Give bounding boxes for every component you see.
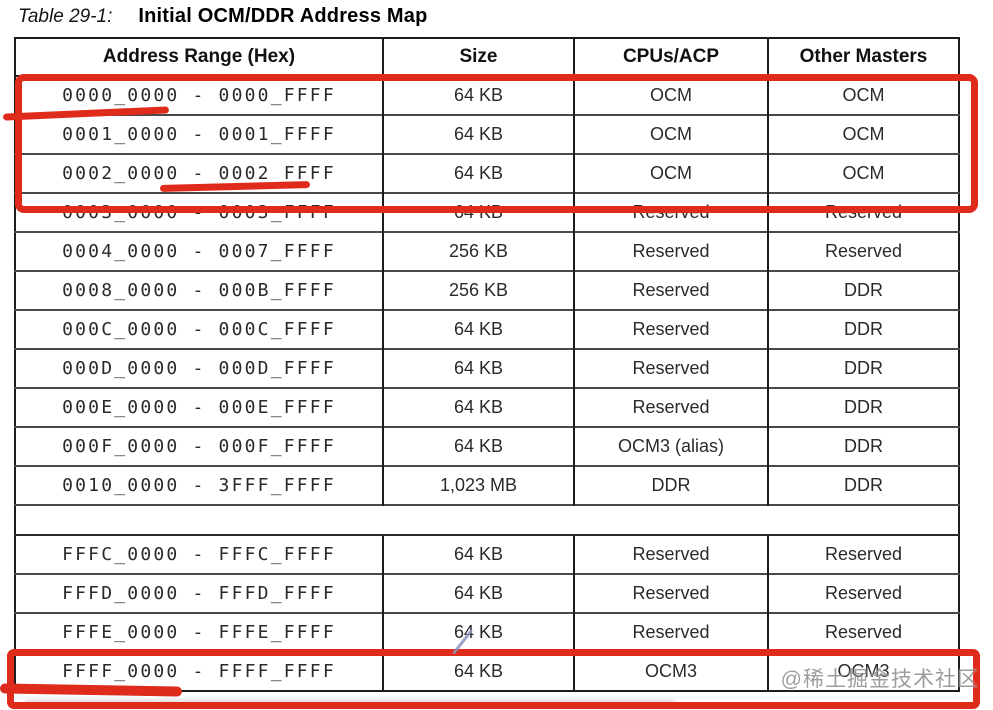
cell-size: 1,023 MB [382,465,574,505]
cell-size: 64 KB [382,612,574,652]
cell-size: 64 KB [382,426,574,466]
cell-address-range: 0000_0000 - 0000_FFFF [15,75,383,115]
cell-cpus-acp: OCM [573,153,768,193]
cell-size: 64 KB [382,534,574,574]
cell-size: 64 KB [382,153,574,193]
cell-other-masters: DDR [767,270,959,310]
cell-cpus-acp: Reserved [573,270,768,310]
table-row: 000E_0000 - 000E_FFFF 64 KB Reserved DDR [15,387,959,427]
table-body: 0000_0000 - 0000_FFFF 64 KB OCM OCM 0001_000… [15,75,959,691]
header-address-range: Address Range (Hex) [15,38,383,77]
cell-other-masters: DDR [767,426,959,466]
table-caption-title: Initial OCM/DDR Address Map [138,5,428,27]
cell-size: 64 KB [382,573,574,613]
cell-cpus-acp: Reserved [573,387,768,427]
cell-cpus-acp: Reserved [573,348,768,388]
cell-address-range: 0001_0000 - 0001_FFFF [15,114,383,154]
cell-size: 64 KB [382,75,574,115]
table-caption-number: Table 29-1: [18,6,113,27]
cell-address-range: 000F_0000 - 000F_FFFF [15,426,383,466]
cell-other-masters: DDR [767,387,959,427]
table-gap-row [15,504,959,536]
cell-address-range: 0008_0000 - 000B_FFFF [15,270,383,310]
cell-size: 64 KB [382,348,574,388]
cell-cpus-acp: DDR [573,465,768,505]
cell-address-range: 000D_0000 - 000D_FFFF [15,348,383,388]
cell-cpus-acp: Reserved [573,309,768,349]
cell-address-range: FFFC_0000 - FFFC_FFFF [15,534,383,574]
cell-address-range: FFFF_0000 - FFFF_FFFF [15,651,383,691]
cell-other-masters: OCM3 [767,651,959,691]
cell-other-masters: OCM [767,75,959,115]
cell-size: 64 KB [382,651,574,691]
cell-address-range: 0004_0000 - 0007_FFFF [15,231,383,271]
table-row: 0004_0000 - 0007_FFFF 256 KB Reserved Reser… [15,231,959,271]
cell-address-range: 000C_0000 - 000C_FFFF [15,309,383,349]
blurred-border-ghost [25,700,675,704]
cell-cpus-acp: Reserved [573,612,768,652]
cell-address-range: 0010_0000 - 3FFF_FFFF [15,465,383,505]
cell-size: 64 KB [382,192,574,232]
cell-other-masters: DDR [767,348,959,388]
table-row: FFFD_0000 - FFFD_FFFF 64 KB Reserved Reserv… [15,573,959,613]
table-row: 0000_0000 - 0000_FFFF 64 KB OCM OCM [15,75,959,115]
header-cpus-acp: CPUs/ACP [573,38,768,77]
cell-address-range: FFFE_0000 - FFFE_FFFF [15,612,383,652]
cell-other-masters: Reserved [767,612,959,652]
cell-address-range: 0002_0000 - 0002_FFFF [15,153,383,193]
header-row: Address Range (Hex) Size CPUs/ACP Other … [15,38,959,77]
table-row: 000D_0000 - 000D_FFFF 64 KB Reserved DDR [15,348,959,388]
cell-cpus-acp: OCM3 (alias) [573,426,768,466]
cell-size: 256 KB [382,231,574,271]
cell-other-masters: DDR [767,309,959,349]
cell-address-range: FFFD_0000 - FFFD_FFFF [15,573,383,613]
watermark: @稀土掘金技术社区 [780,668,979,691]
table-row: 000C_0000 - 000C_FFFF 64 KB Reserved DDR [15,309,959,349]
cell-size: 64 KB [382,114,574,154]
cell-address-range: 000E_0000 - 000E_FFFF [15,387,383,427]
address-map-table: Address Range (Hex) Size CPUs/ACP Other … [14,37,960,692]
header-size: Size [382,38,574,77]
cell-size: 256 KB [382,270,574,310]
cell-cpus-acp: Reserved [573,573,768,613]
cell-other-masters: DDR [767,465,959,505]
cell-other-masters: OCM [767,114,959,154]
cell-cpus-acp: OCM [573,114,768,154]
table-row: FFFC_0000 - FFFC_FFFF 64 KB Reserved Reserv… [15,534,959,574]
cell-cpus-acp: OCM3 [573,651,768,691]
table-row: 000F_0000 - 000F_FFFF 64 KB OCM3 (alias) DD… [15,426,959,466]
cell-address-range: 0003_0000 - 0003_FFFF [15,192,383,232]
cell-other-masters: OCM [767,153,959,193]
table-row: 0010_0000 - 3FFF_FFFF 1,023 MB DDR DDR [15,465,959,505]
table-row: 0002_0000 - 0002_FFFF 64 KB OCM OCM [15,153,959,193]
cell-other-masters: Reserved [767,192,959,232]
table-caption: Table 29-1: Initial OCM/DDR Address Map [18,5,428,28]
header-other-masters: Other Masters [767,38,959,77]
table-row: 0001_0000 - 0001_FFFF 64 KB OCM OCM [15,114,959,154]
cell-size: 64 KB [382,387,574,427]
cell-other-masters: Reserved [767,534,959,574]
gap-cell [15,504,959,536]
table-row: 0008_0000 - 000B_FFFF 256 KB Reserved DDR [15,270,959,310]
cell-other-masters: Reserved [767,573,959,613]
cell-size: 64 KB [382,309,574,349]
cell-cpus-acp: Reserved [573,534,768,574]
cell-cpus-acp: Reserved [573,192,768,232]
cell-other-masters: Reserved [767,231,959,271]
cell-cpus-acp: Reserved [573,231,768,271]
cell-cpus-acp: OCM [573,75,768,115]
table-row: 0003_0000 - 0003_FFFF 64 KB Reserved Reserv… [15,192,959,232]
table-row: FFFE_0000 - FFFE_FFFF 64 KB Reserved Reserv… [15,612,959,652]
